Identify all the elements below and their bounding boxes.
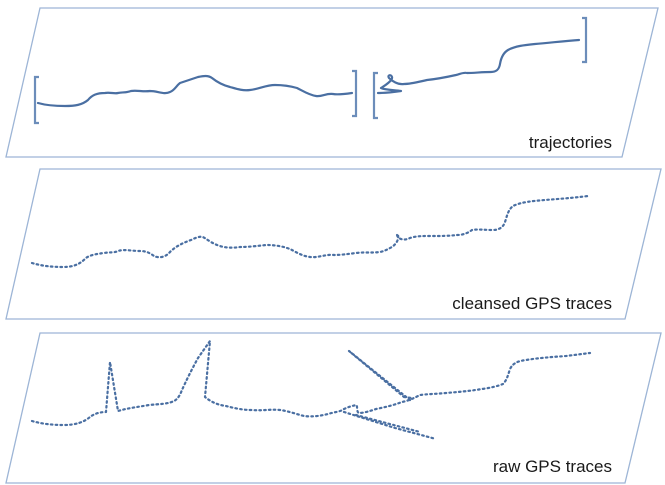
trajectories-layer: trajectories <box>5 7 659 158</box>
raw-trace-outlier-tail <box>342 410 438 441</box>
trajectories-plane <box>5 7 659 158</box>
raw-trace-outlier-spike <box>347 349 414 402</box>
trajectory-1-end-bracket <box>352 69 358 118</box>
cleansed-plane <box>5 168 662 320</box>
raw-plane <box>5 332 662 484</box>
trajectory-2-start-bracket <box>372 71 378 120</box>
trajectory-1-start-bracket <box>33 75 39 125</box>
cleansed-label: cleansed GPS traces <box>452 294 612 313</box>
trajectory-segment-2 <box>376 38 581 95</box>
cleansed-layer: cleansed GPS traces <box>5 168 662 320</box>
raw-layer: raw GPS traces <box>5 332 662 484</box>
raw-label: raw GPS traces <box>493 457 612 476</box>
trajectory-segment-1 <box>36 74 354 108</box>
trajectories-label: trajectories <box>529 133 612 152</box>
trajectory-2-end-bracket <box>582 16 588 64</box>
cleansed-trace <box>30 194 590 269</box>
raw-trace-main <box>30 339 592 427</box>
